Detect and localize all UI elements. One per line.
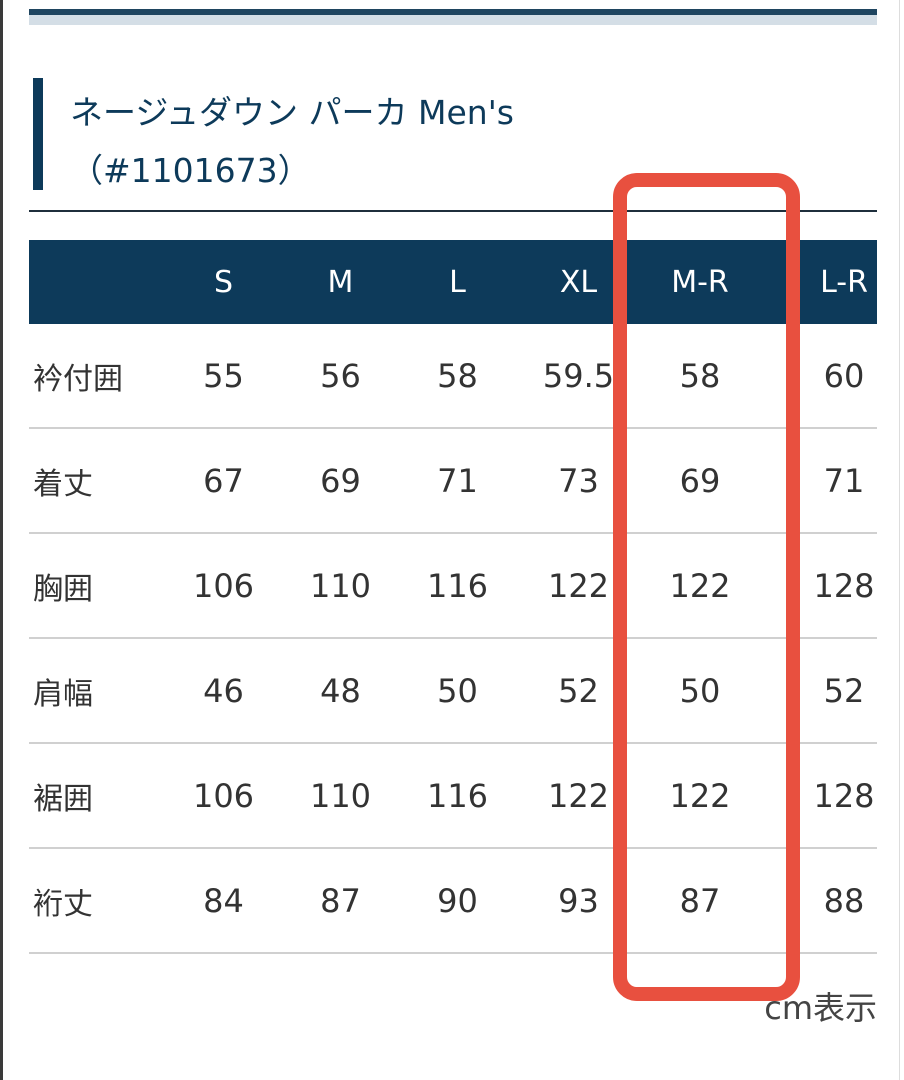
table-cell: 69 — [641, 428, 759, 534]
table-row: 裾囲 106 110 116 122 122 128 — [29, 743, 877, 849]
title-accent-bar — [33, 78, 43, 190]
table-header-row: S M L XL M-R L-R — [29, 240, 877, 324]
table-cell: 69 — [282, 428, 399, 534]
table-cell: 116 — [399, 533, 516, 639]
table-row: 肩幅 46 48 50 52 50 52 — [29, 638, 877, 744]
row-label: 肩幅 — [29, 638, 165, 744]
product-number: （#1101673） — [70, 151, 311, 190]
table-cell: 106 — [165, 533, 282, 639]
table-cell: 128 — [759, 743, 877, 849]
table-cell: 87 — [641, 848, 759, 954]
highlight-box-m-r-column — [613, 173, 800, 1001]
column-header: M-R — [641, 240, 759, 324]
table-cell: 88 — [759, 848, 877, 954]
table-cell: 116 — [399, 743, 516, 849]
table-row: 衿付囲 55 56 58 59.5 58 60 — [29, 324, 877, 429]
table-cell: 122 — [641, 533, 759, 639]
column-header: M — [282, 240, 399, 324]
table-row: 着丈 67 69 71 73 69 71 — [29, 428, 877, 534]
title-rule — [29, 210, 877, 212]
window-edge — [0, 0, 3, 1080]
table-cell: 106 — [165, 743, 282, 849]
table-cell: 71 — [399, 428, 516, 534]
size-table-container[interactable]: S M L XL M-R L-R 衿付囲 55 56 58 59.5 58 60 着丈 67 69 71 73 6… — [29, 240, 877, 954]
row-label: 着丈 — [29, 428, 165, 534]
table-cell: 50 — [399, 638, 516, 744]
table-cell: 46 — [165, 638, 282, 744]
top-divider — [29, 9, 877, 15]
table-row: 胸囲 106 110 116 122 122 128 — [29, 533, 877, 639]
row-label: 裾囲 — [29, 743, 165, 849]
column-header: L-R — [759, 240, 877, 324]
table-cell: 58 — [399, 324, 516, 429]
table-cell: 56 — [282, 324, 399, 429]
column-header: S — [165, 240, 282, 324]
table-cell: 87 — [282, 848, 399, 954]
size-table: S M L XL M-R L-R 衿付囲 55 56 58 59.5 58 60 着丈 67 69 71 73 6… — [29, 240, 877, 954]
table-cell: 122 — [641, 743, 759, 849]
table-cell: 84 — [165, 848, 282, 954]
table-cell: 110 — [282, 533, 399, 639]
row-label: 衿付囲 — [29, 324, 165, 429]
product-title: ネージュダウン パーカ Men's （#1101673） — [70, 84, 514, 200]
table-cell: 52 — [759, 638, 877, 744]
table-cell: 58 — [641, 324, 759, 429]
table-cell: 128 — [759, 533, 877, 639]
table-cell: 55 — [165, 324, 282, 429]
table-cell: 50 — [641, 638, 759, 744]
row-label: 胸囲 — [29, 533, 165, 639]
table-cell: 110 — [282, 743, 399, 849]
table-cell: 71 — [759, 428, 877, 534]
column-header — [29, 240, 165, 324]
column-header: L — [399, 240, 516, 324]
top-divider-shadow — [29, 15, 877, 25]
row-label: 裄丈 — [29, 848, 165, 954]
table-cell: 67 — [165, 428, 282, 534]
table-cell: 90 — [399, 848, 516, 954]
product-title-block: ネージュダウン パーカ Men's （#1101673） — [33, 78, 877, 190]
table-cell: 60 — [759, 324, 877, 429]
table-cell: 48 — [282, 638, 399, 744]
product-name: ネージュダウン パーカ Men's — [70, 93, 514, 132]
window-edge-right — [899, 0, 900, 1080]
